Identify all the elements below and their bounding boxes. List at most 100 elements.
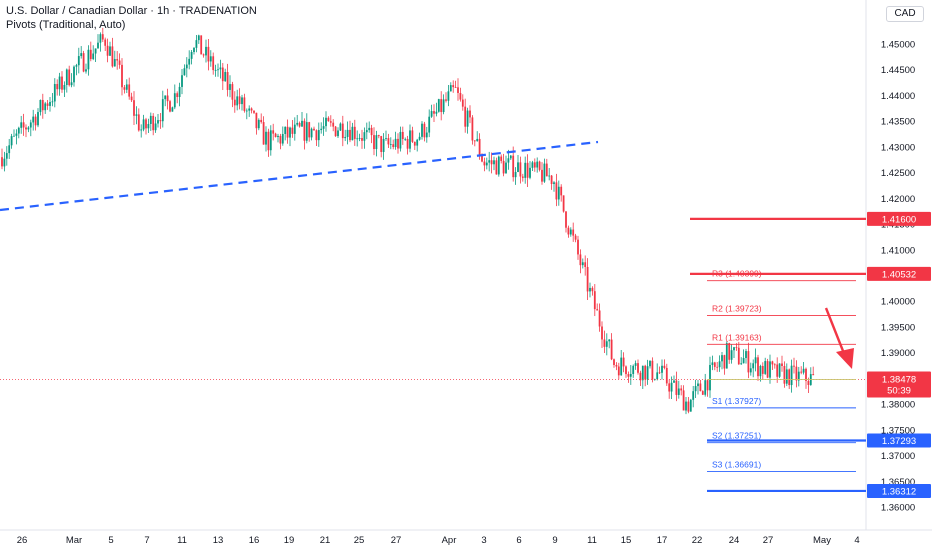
y-tick-label: 1.36000 <box>881 503 915 514</box>
candle-body <box>423 123 426 138</box>
candle-body <box>675 380 678 395</box>
current-price-label: 1.38478 <box>882 375 916 386</box>
candle-body <box>730 350 733 360</box>
candle-body <box>370 127 373 136</box>
candle-body <box>1 157 3 167</box>
candle-body <box>649 360 651 367</box>
candle-body <box>315 130 318 141</box>
candle-body <box>382 138 385 152</box>
x-tick-label: 25 <box>354 535 365 546</box>
candle-body <box>209 56 212 62</box>
candle-body <box>262 122 265 145</box>
candle-body <box>397 138 399 149</box>
candle-body <box>226 72 229 90</box>
candle-body <box>8 145 11 154</box>
candle-body <box>65 69 68 85</box>
candle-body <box>142 119 145 130</box>
y-tick-label: 1.39500 <box>881 322 915 333</box>
x-tick-label: 26 <box>17 535 28 546</box>
candle-body <box>94 48 97 54</box>
resistance-price-label: 1.41600 <box>882 214 916 225</box>
candle-body <box>37 112 39 126</box>
pivot-label-s3: S3 (1.36691) <box>712 459 761 469</box>
candle-body <box>466 110 469 127</box>
candle-body <box>471 117 474 141</box>
symbol-title[interactable]: U.S. Dollar / Canadian Dollar · 1h · TRA… <box>6 5 257 17</box>
arrow-head-icon[interactable] <box>836 348 854 369</box>
candle-body <box>183 68 186 76</box>
candle-body <box>598 310 601 327</box>
candle-body <box>752 363 755 369</box>
candle-body <box>260 119 263 123</box>
candle-body <box>740 363 743 365</box>
candle-body <box>97 42 99 49</box>
candle-body <box>279 135 282 144</box>
candle-body <box>157 120 159 124</box>
candle-body <box>673 380 675 383</box>
candle-body <box>713 362 716 367</box>
candle-body <box>190 52 193 59</box>
candle-body <box>447 91 450 101</box>
pivot-label-r1: R1 (1.39163) <box>712 332 762 342</box>
support-price-tag <box>867 483 931 498</box>
indicator-label[interactable]: Pivots (Traditional, Auto) <box>6 19 126 31</box>
candle-body <box>387 138 390 145</box>
candle-body <box>421 123 423 137</box>
candle-body <box>812 374 815 376</box>
candle-body <box>385 138 387 139</box>
candle-body <box>428 116 431 133</box>
candle-body <box>716 366 719 368</box>
candle-body <box>411 130 414 142</box>
candle-body <box>284 126 287 134</box>
candle-body <box>233 99 236 106</box>
candle-body <box>188 58 191 65</box>
candle-body <box>557 186 560 200</box>
candle-body <box>754 357 757 364</box>
candle-body <box>514 172 517 178</box>
candle-body <box>5 153 8 159</box>
candle-body <box>401 131 404 140</box>
pivot-label-r2: R2 (1.39723) <box>712 303 762 313</box>
x-tick-label: Mar <box>66 535 82 546</box>
candle-body <box>778 363 781 377</box>
candle-body <box>356 138 359 140</box>
candle-body <box>277 135 279 138</box>
candle-body <box>574 235 577 240</box>
currency-button[interactable]: CAD <box>886 6 924 22</box>
candle-body <box>231 84 234 100</box>
candle-body <box>680 388 683 391</box>
candle-body <box>61 76 63 90</box>
support-price-tag <box>867 433 931 448</box>
x-tick-label: 11 <box>587 535 597 546</box>
candle-body <box>380 136 383 152</box>
candle-body <box>159 120 162 122</box>
candle-body <box>85 69 87 72</box>
candle-body <box>519 162 522 177</box>
candle-body <box>289 127 291 138</box>
pivot-label-s1: S1 (1.37927) <box>712 396 761 406</box>
candle-body <box>788 369 791 386</box>
candle-body <box>589 287 591 292</box>
candle-body <box>389 144 392 145</box>
candle-body <box>459 92 462 100</box>
arrow-shaft[interactable] <box>824 307 847 357</box>
candle-body <box>166 95 169 102</box>
candle-body <box>200 35 203 55</box>
candle-body <box>663 365 666 368</box>
candle-body <box>771 361 774 365</box>
candle-body <box>430 111 433 117</box>
candle-body <box>565 211 567 228</box>
candle-body <box>53 84 56 102</box>
candle-body <box>637 363 639 373</box>
candle-body <box>579 254 582 266</box>
candle-body <box>111 46 114 67</box>
candle-body <box>173 93 176 108</box>
candle-body <box>135 114 138 116</box>
trendline[interactable] <box>0 140 599 212</box>
candle-body <box>658 372 661 374</box>
support-price-label: 1.37293 <box>882 436 916 447</box>
candle-body <box>704 380 707 395</box>
candle-body <box>346 129 349 137</box>
